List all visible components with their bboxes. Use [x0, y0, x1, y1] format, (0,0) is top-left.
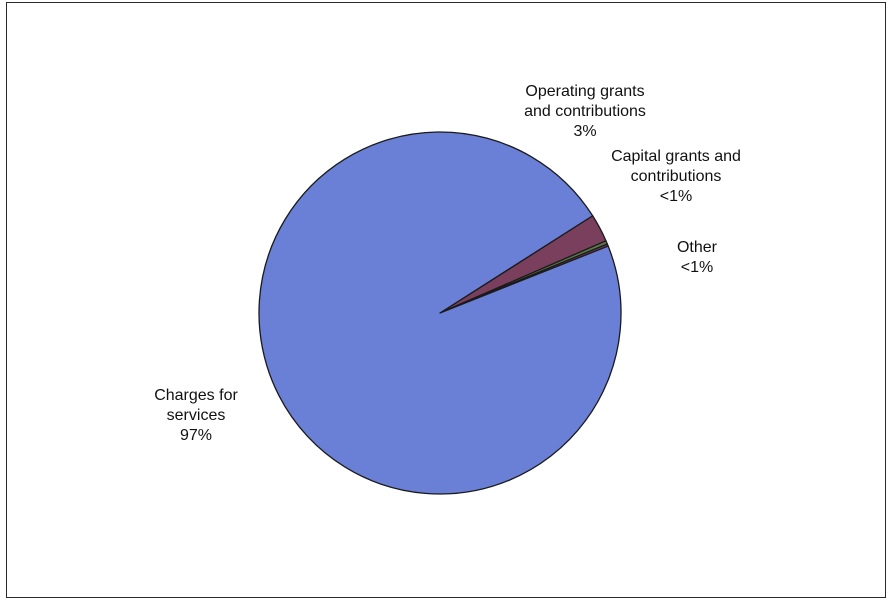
pie-slices: [258, 131, 622, 495]
slice-label-other: Other <1%: [676, 239, 717, 276]
slice-label-operating-grants: Operating grants and contributions 3%: [524, 83, 646, 140]
slice-charges-for-services: [258, 131, 622, 495]
slice-label-capital-grants: Capital grants and contributions <1%: [611, 148, 741, 205]
slice-label-charges-for-services: Charges for services 97%: [154, 387, 238, 444]
